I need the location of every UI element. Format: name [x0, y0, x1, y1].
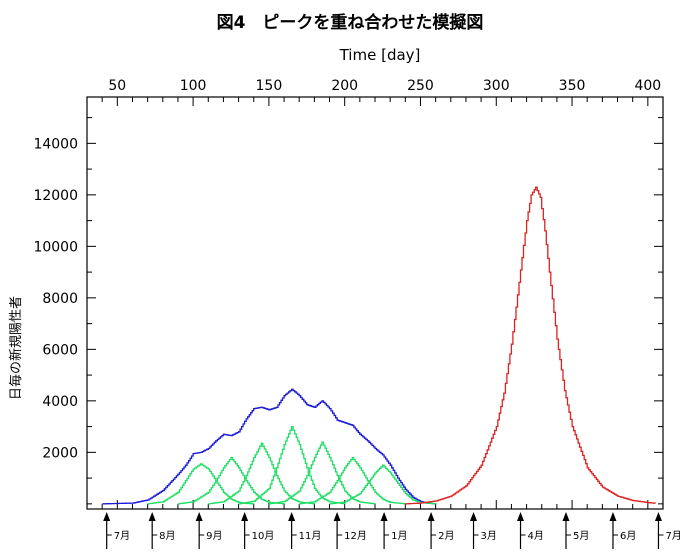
month-marker: 6月: [609, 512, 636, 549]
month-arrow-head: [241, 512, 249, 521]
month-arrow-head: [609, 512, 617, 521]
x-axis-label: Time [day]: [339, 46, 421, 64]
month-marker: 7月: [103, 512, 130, 549]
month-arrow-head: [517, 512, 525, 521]
month-arrow-head: [288, 512, 296, 521]
y-tick-label: 10000: [33, 239, 78, 255]
series-line-8: [405, 186, 657, 505]
y-tick-label: 14000: [33, 136, 78, 152]
y-tick-label: 12000: [33, 188, 78, 204]
x-tick-label: 200: [331, 78, 358, 94]
month-marker: 7月: [654, 512, 682, 549]
month-marker: 2月: [427, 512, 454, 549]
y-tick-label: 8000: [42, 291, 78, 307]
series-line-3: [208, 442, 316, 505]
month-label: 5月: [573, 530, 589, 542]
month-label: 9月: [206, 530, 222, 542]
month-arrow-head: [654, 512, 662, 521]
series-line-1: [147, 463, 255, 505]
y-tick-label: 2000: [42, 445, 78, 461]
month-arrow-head: [380, 512, 388, 521]
y-tick-label: 6000: [42, 342, 78, 358]
month-label: 8月: [159, 530, 175, 542]
month-label: 11月: [299, 530, 322, 542]
month-label: 7月: [114, 530, 130, 542]
month-arrow-head: [470, 512, 478, 521]
month-label: 2月: [438, 530, 454, 542]
month-label: 3月: [481, 530, 497, 542]
month-arrow-head: [103, 512, 111, 521]
chart-title: 図4 ピークを重ね合わせた模擬図: [216, 13, 484, 33]
x-tick-label: 250: [407, 78, 434, 94]
series-line-6: [299, 456, 406, 505]
month-arrow-head: [333, 512, 341, 521]
month-label: 6月: [620, 530, 636, 542]
x-tick-label: 50: [108, 78, 126, 94]
month-label: 4月: [528, 530, 544, 542]
series-line-7: [329, 464, 437, 505]
month-marker: 3月: [470, 512, 497, 549]
month-marker: 9月: [195, 512, 223, 549]
month-marker: 12月: [333, 512, 367, 549]
x-tick-label: 350: [559, 78, 586, 94]
month-label: 7月: [665, 530, 681, 542]
month-marker: 5月: [562, 512, 589, 549]
month-label: 1月: [391, 530, 407, 542]
month-marker: 10月: [241, 512, 274, 549]
series-line-0: [102, 388, 437, 505]
month-label: 12月: [344, 530, 367, 542]
y-tick-label: 4000: [42, 394, 78, 410]
month-arrow-head: [562, 512, 570, 521]
series-line-4: [238, 425, 346, 505]
x-tick-label: 150: [256, 78, 283, 94]
month-label: 10月: [252, 530, 275, 542]
month-arrow-head: [427, 512, 435, 521]
x-tick-label: 100: [180, 78, 207, 94]
x-tick-label: 400: [634, 78, 661, 94]
month-arrow-head: [195, 512, 203, 521]
month-marker: 4月: [517, 512, 544, 549]
series-line-2: [177, 456, 285, 505]
series-line-5: [268, 441, 376, 505]
x-tick-label: 300: [483, 78, 510, 94]
month-marker: 8月: [148, 512, 176, 549]
month-marker: 1月: [380, 512, 407, 549]
month-marker: 11月: [288, 512, 321, 549]
month-arrow-head: [148, 512, 156, 521]
